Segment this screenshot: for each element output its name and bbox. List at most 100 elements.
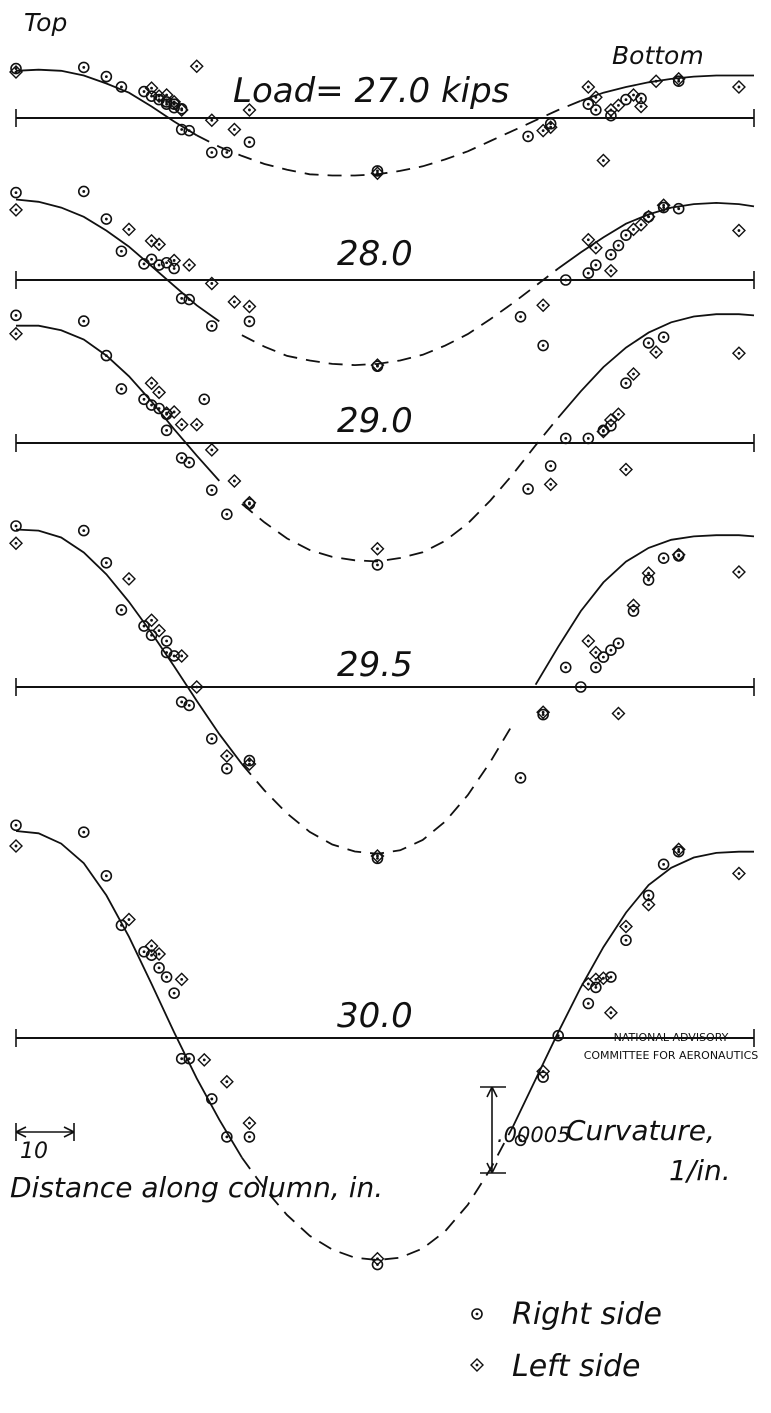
left-side-point [204, 442, 219, 457]
right-side-point [183, 124, 196, 137]
right-side-point [559, 274, 572, 286]
fit-curve-dashed [241, 267, 559, 367]
right-side-point [612, 637, 625, 650]
right-side-point [514, 772, 527, 784]
right-side-point [205, 320, 218, 332]
left-side-point [603, 263, 618, 278]
right-side-point [514, 310, 527, 323]
right-side-point [582, 997, 595, 1010]
left-side-point [731, 866, 746, 881]
left-side-point [370, 358, 385, 373]
right-side-point [183, 293, 196, 306]
right-side-point [221, 508, 233, 521]
left-side-point [152, 623, 167, 638]
fit-curve-dashed [241, 1126, 514, 1261]
fit-curve-solid-right [512, 850, 754, 1127]
left-side-point [370, 1251, 385, 1266]
left-side-point [370, 541, 385, 556]
left-side-point [611, 407, 626, 422]
left-side-point [121, 222, 136, 237]
right-side-point [620, 377, 632, 390]
left-side-point [588, 90, 603, 105]
right-side-point [183, 699, 196, 712]
right-side-point [605, 644, 617, 657]
right-side-point [243, 315, 256, 328]
right-side-point [582, 98, 595, 110]
fit-curve-solid-left [15, 198, 220, 323]
panel-load-label: 30.0 [337, 996, 413, 1036]
right-side-point [371, 165, 384, 177]
right-side-point [657, 552, 670, 565]
left-side-point [536, 298, 551, 313]
right-side-point [243, 136, 256, 148]
right-side-point [10, 819, 22, 832]
bottom-end-label: Bottom [612, 41, 704, 70]
right-side-point [620, 934, 632, 947]
left-side-point [596, 971, 611, 986]
right-side-point [145, 253, 158, 266]
right-side-point [657, 201, 670, 214]
credit-line-1: NATIONAL ADVISORY [614, 1031, 729, 1044]
right-side-point [544, 117, 557, 130]
left-side-point [189, 680, 204, 694]
left-side-point [543, 120, 558, 135]
left-side-point [242, 757, 257, 772]
left-side-point [731, 565, 746, 579]
credit-line-2: COMMITTEE FOR AERONAUTICS [584, 1049, 759, 1062]
panel-3: 29.0 [9, 309, 755, 571]
right-side-point [205, 732, 218, 745]
left-side-point [641, 209, 656, 224]
right-side-point [138, 620, 150, 632]
right-side-point [635, 92, 647, 105]
right-side-point [559, 432, 572, 445]
left-side-point [588, 645, 603, 660]
left-side-point [649, 74, 664, 89]
left-side-point [174, 417, 189, 432]
right-side-point [522, 483, 534, 495]
right-side-point [100, 349, 113, 362]
right-side-point [115, 81, 128, 93]
left-side-point [731, 346, 746, 361]
left-side-point [159, 406, 174, 421]
left-side-point [189, 59, 204, 74]
left-side-point [641, 897, 656, 912]
right-side-point [77, 826, 90, 838]
left-side-point [611, 706, 626, 721]
right-side-point [153, 259, 165, 271]
right-side-point [10, 186, 22, 199]
right-side-point [243, 1131, 256, 1143]
left-side-point [152, 237, 167, 252]
right-side-point [597, 651, 610, 663]
right-side-point [115, 383, 128, 395]
fit-curve-solid-left [16, 324, 220, 482]
left-side-point [152, 385, 167, 400]
right-side-point [590, 661, 602, 674]
left-side-point [189, 417, 204, 432]
left-side-point [543, 477, 558, 492]
fit-curve-dashed [241, 723, 514, 855]
left-side-point [634, 99, 649, 114]
right-side-point [582, 267, 595, 279]
right-side-point [138, 85, 150, 98]
left-side-point [152, 89, 167, 104]
left-side-point [671, 842, 686, 857]
left-side-point [227, 122, 242, 137]
right-side-point [205, 484, 218, 496]
left-side-point [536, 123, 551, 138]
fit-curve-solid-right [557, 313, 755, 419]
right-side-point [153, 402, 165, 415]
fit-curve-solid-right [534, 534, 755, 686]
right-side-point [10, 520, 22, 532]
panel-2: 28.0 [9, 185, 755, 373]
scale-bar-arrows [15, 1126, 75, 1138]
right-side-point [10, 62, 22, 75]
right-side-point [243, 754, 256, 767]
right-side-point [221, 146, 233, 159]
left-side-point [581, 634, 596, 648]
right-side-point [582, 432, 595, 445]
right-side-point [100, 70, 113, 83]
right-side-point [100, 213, 113, 225]
right-side-point [657, 331, 670, 344]
right-side-point [183, 456, 196, 469]
right-side-point [642, 337, 655, 349]
